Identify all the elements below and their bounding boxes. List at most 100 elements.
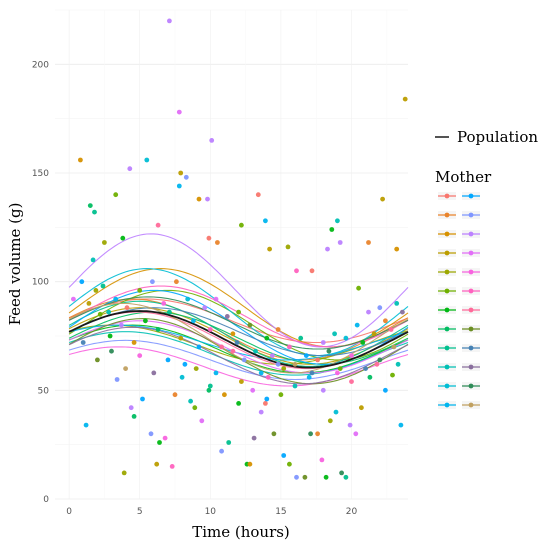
data-point [193,366,199,371]
data-point [90,257,96,263]
data-point [402,96,408,102]
mother-curve [68,307,409,357]
legend-key-point [468,402,474,408]
data-point [182,361,188,367]
population-curve [68,310,409,369]
data-point [215,240,220,245]
data-point [377,305,383,311]
data-point [80,340,86,345]
data-point [363,366,368,371]
x-tick-label: 15 [275,507,286,517]
data-point [123,366,128,371]
data-point [124,305,130,311]
data-point [167,309,172,315]
legend-key-point [468,269,474,275]
x-tick-label: 0 [66,507,72,517]
data-point [319,457,325,463]
legend-key-point [444,212,450,218]
data-point [247,322,253,328]
data-point [87,203,93,209]
data-point [349,379,354,384]
data-point [383,387,388,393]
legend-key-point [468,307,474,313]
data-point [234,340,240,345]
data-point [148,431,154,437]
data-point [83,422,89,428]
data-point [196,344,202,350]
data-point [394,301,400,306]
data-point [398,422,404,428]
data-point [391,344,397,350]
x-tick-label: 10 [205,507,217,517]
data-point [267,246,272,252]
data-point [367,374,373,380]
data-point [309,268,315,274]
legend-key-point [468,288,474,294]
data-point [113,296,119,302]
data-point [360,340,366,345]
data-point [315,357,320,363]
data-point [347,422,353,428]
data-point [349,353,354,358]
data-point [183,174,189,180]
data-point [119,322,124,328]
data-point [114,377,120,382]
data-point [219,344,225,350]
data-point [205,196,210,202]
data-point [176,109,182,115]
data-point [320,340,326,345]
legend-key-point [468,250,474,256]
data-point [281,366,287,371]
data-point [366,240,371,245]
data-point [359,405,364,411]
data-point [270,353,275,358]
legend-key-point [444,326,450,332]
data-point [113,192,119,198]
mother-curve [68,268,409,357]
data-point [176,183,182,189]
data-point [172,392,178,398]
data-point [285,244,291,250]
data-point [165,357,171,363]
data-point [263,218,268,224]
data-point [102,240,107,245]
data-point [337,366,343,371]
data-point [137,353,143,358]
legend-key-point [468,345,474,351]
data-point [209,138,215,143]
data-point [264,396,270,402]
data-point [213,370,219,376]
legend-key-point [468,212,474,218]
legend-key-point [444,345,450,351]
data-point [255,192,261,198]
x-axis-label: Time (hours) [192,523,290,541]
data-point [298,335,304,341]
data-point [100,283,106,289]
data-point [79,279,85,285]
data-point [275,327,281,332]
data-point [263,401,268,406]
legend-key-point [444,269,450,275]
data-point [323,474,329,480]
data-point [236,309,242,315]
data-point [253,348,258,354]
data-point [251,435,257,441]
data-point [213,296,219,302]
data-point [154,461,160,467]
data-point [309,370,315,376]
data-point [306,374,312,380]
data-point [265,374,271,380]
data-point [140,396,145,402]
data-point [356,285,361,291]
data-point [354,322,360,328]
mother-curve [68,320,409,374]
legend-key-point [444,193,450,199]
data-point [329,227,335,232]
data-point [196,196,202,202]
data-point [207,327,213,332]
data-point [144,157,150,163]
data-point [281,453,287,458]
legend-mother-keys [438,192,480,409]
data-point [128,405,134,411]
